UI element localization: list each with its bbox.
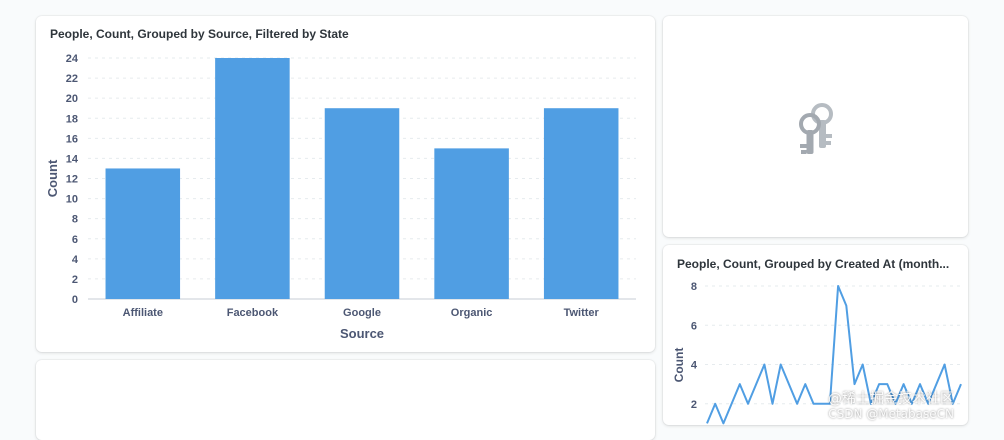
y-tick-label: 6 bbox=[72, 234, 78, 246]
bar bbox=[434, 148, 509, 299]
y-tick-label: 20 bbox=[66, 93, 78, 105]
locked-card bbox=[663, 16, 968, 237]
x-tick-label: Twitter bbox=[564, 307, 600, 319]
y-axis-title: Count bbox=[672, 348, 686, 383]
y-tick-label: 14 bbox=[66, 153, 79, 165]
empty-card bbox=[36, 360, 655, 440]
x-tick-label: Facebook bbox=[227, 307, 279, 319]
x-tick-label: Organic bbox=[451, 307, 493, 319]
y-tick-label: 6 bbox=[691, 320, 697, 332]
y-tick-label: 4 bbox=[691, 360, 698, 372]
y-tick-label: 24 bbox=[66, 53, 79, 65]
y-tick-label: 10 bbox=[66, 194, 78, 206]
y-tick-label: 4 bbox=[72, 254, 79, 266]
y-tick-label: 22 bbox=[66, 73, 78, 85]
line-chart: 2 4 6 8 Count bbox=[672, 281, 963, 425]
bar bbox=[105, 168, 181, 299]
bar bbox=[215, 58, 290, 299]
bar bbox=[324, 108, 400, 299]
watermark: @稀土掘金技术社区 CSDN @MetabaseCN bbox=[828, 392, 954, 421]
line-chart-card[interactable]: People, Count, Grouped by Created At (mo… bbox=[663, 245, 968, 425]
y-tick-label: 16 bbox=[66, 133, 78, 145]
keys-icon bbox=[799, 103, 833, 154]
y-tick-label: 2 bbox=[691, 399, 697, 411]
x-tick-label: Affiliate bbox=[123, 307, 163, 319]
y-tick-label: 18 bbox=[66, 113, 78, 125]
watermark-line-1: @稀土掘金技术社区 bbox=[828, 391, 954, 408]
y-axis-title: Count bbox=[45, 159, 60, 197]
watermark-line-2: CSDN @MetabaseCN bbox=[828, 406, 954, 421]
y-tick-label: 8 bbox=[691, 281, 697, 293]
bar bbox=[543, 108, 619, 299]
x-axis-title: Source bbox=[340, 326, 384, 341]
y-tick-label: 12 bbox=[66, 174, 78, 186]
y-tick-label: 8 bbox=[72, 214, 78, 226]
y-tick-label: 2 bbox=[72, 274, 78, 286]
data-line bbox=[706, 285, 962, 425]
y-tick-label: 0 bbox=[72, 294, 78, 306]
x-tick-label: Google bbox=[343, 307, 381, 319]
bar-chart-card[interactable]: People, Count, Grouped by Source, Filter… bbox=[36, 16, 655, 352]
